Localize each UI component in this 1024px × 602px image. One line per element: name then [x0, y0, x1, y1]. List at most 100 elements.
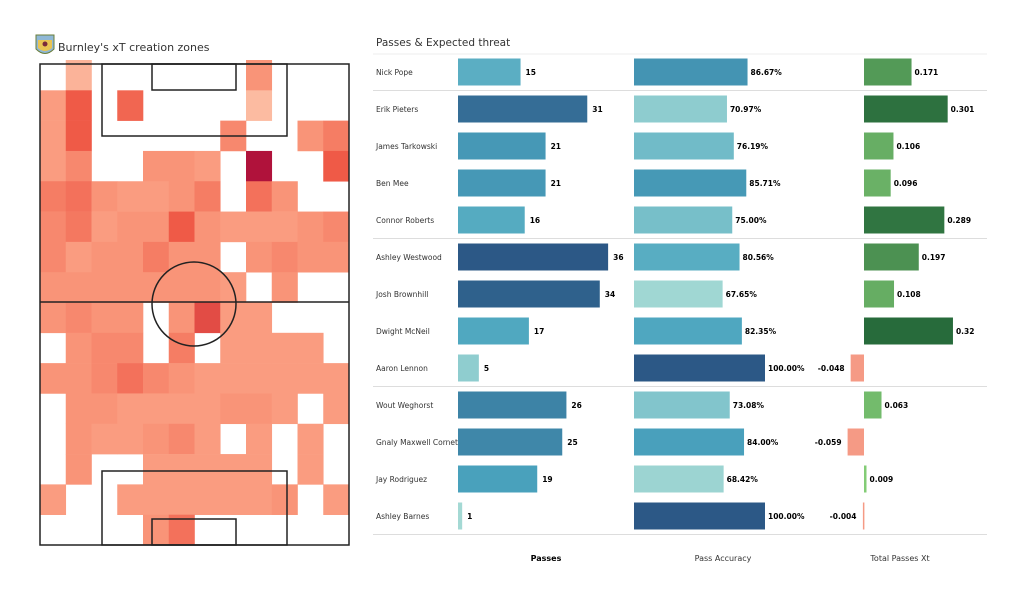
heatmap-cell — [194, 393, 221, 425]
heatmap-cell — [194, 181, 221, 212]
table-row: Ashley Barnes 1 100.00% -0.004 — [376, 502, 865, 530]
passes-value: 36 — [613, 253, 623, 262]
heatmap-cell — [143, 514, 170, 546]
table-row: Dwight McNeil 17 82.35% 0.32 — [376, 317, 975, 345]
heatmap-cell — [194, 272, 221, 303]
table-row: Wout Weghorst 26 73.08% 0.063 — [376, 391, 908, 419]
heatmap-cell — [91, 272, 118, 303]
player-name: Nick Pope — [376, 68, 413, 77]
table-row: Connor Roberts 16 75.00% 0.289 — [376, 206, 971, 234]
heatmap-cell — [91, 363, 118, 394]
passes-bar — [458, 391, 567, 419]
player-name: Dwight McNeil — [376, 327, 430, 336]
xt-bar — [864, 169, 891, 197]
heatmap-cell — [323, 150, 350, 182]
heatmap-cell — [297, 120, 324, 152]
player-name: Ashley Westwood — [376, 253, 442, 262]
table-row: Nick Pope 15 86.67% 0.171 — [376, 58, 939, 86]
heatmap-cell — [194, 241, 221, 273]
heatmap-cell — [220, 484, 247, 515]
heatmap-cell — [40, 181, 67, 212]
heatmap-cell — [65, 393, 92, 425]
heatmap-cell — [246, 484, 273, 515]
heatmap-cell — [143, 150, 170, 182]
heatmap-cell — [91, 332, 118, 364]
accuracy-bar — [634, 428, 745, 456]
accuracy-bar — [634, 391, 730, 419]
heatmap-cell — [246, 90, 273, 121]
table-title: Passes & Expected threat — [376, 37, 510, 49]
xt-value: 0.32 — [956, 327, 975, 336]
passes-bar — [458, 169, 546, 197]
heatmap-cell — [65, 120, 92, 152]
heatmap-cell — [168, 393, 195, 425]
heatmap-cell — [40, 241, 67, 273]
player-name: Josh Brownhill — [375, 290, 428, 299]
heatmap-cell — [40, 150, 67, 182]
heatmap-title: Burnley's xT creation zones — [58, 41, 210, 54]
heatmap-cell — [117, 211, 144, 243]
heatmap-cell — [194, 423, 221, 455]
heatmap-cell — [40, 90, 67, 121]
xt-bar — [864, 280, 895, 308]
passes-value: 21 — [551, 179, 561, 188]
heatmap-cell — [271, 211, 298, 243]
passes-bar — [458, 354, 479, 382]
accuracy-value: 70.97% — [730, 105, 762, 114]
player-name: Ashley Barnes — [376, 512, 429, 521]
passes-value: 16 — [530, 216, 540, 225]
accuracy-value: 100.00% — [768, 512, 805, 521]
xt-bar — [864, 132, 894, 160]
accuracy-bar — [634, 58, 748, 86]
player-name: Connor Roberts — [376, 216, 434, 225]
heatmap-cell — [117, 332, 144, 364]
player-name: Gnaly Maxwell Cornet — [376, 438, 458, 447]
heatmap-cell — [91, 211, 118, 243]
passes-value: 25 — [567, 438, 577, 447]
xt-value: 0.009 — [870, 475, 894, 484]
heatmap-cell — [246, 60, 273, 91]
heatmap-cell — [40, 120, 67, 152]
heatmap-cell — [65, 60, 92, 91]
heatmap-cell — [65, 211, 92, 243]
xt-value: 0.096 — [894, 179, 918, 188]
heatmap-cell — [246, 302, 273, 334]
table-row: Jay Rodriguez 19 68.42% 0.009 — [375, 465, 894, 493]
passes-value: 19 — [542, 475, 552, 484]
heatmap-cell — [323, 393, 350, 425]
heatmap-cell — [168, 423, 195, 455]
heatmap-cell — [143, 484, 170, 515]
heatmap-cell — [168, 272, 195, 303]
accuracy-value: 100.00% — [768, 364, 805, 373]
heatmap-cell — [117, 363, 144, 394]
accuracy-bar — [634, 465, 724, 493]
heatmap-cell — [40, 302, 67, 334]
table-row: Ashley Westwood 36 80.56% 0.197 — [376, 243, 946, 271]
heatmap-cell — [246, 393, 273, 425]
heatmap-cell — [220, 211, 247, 243]
xt-value: 0.197 — [922, 253, 946, 262]
table-row: James Tarkowski 21 76.19% 0.106 — [375, 132, 920, 160]
passes-bar — [458, 428, 563, 456]
top-six-yard-box — [151, 63, 237, 91]
passes-value: 1 — [467, 512, 472, 521]
column-header-pass-accuracy: Pass Accuracy — [695, 554, 752, 563]
heatmap-cell — [271, 393, 298, 425]
xt-value: 0.171 — [915, 68, 939, 77]
heatmap-cell — [117, 393, 144, 425]
heatmap-cell — [117, 423, 144, 455]
accuracy-bar — [634, 95, 727, 123]
heatmap-cell — [246, 150, 273, 182]
passes-value: 17 — [534, 327, 544, 336]
passes-bar — [458, 58, 521, 86]
accuracy-value: 84.00% — [747, 438, 779, 447]
passes-bar — [458, 280, 600, 308]
player-name: Jay Rodriguez — [375, 475, 427, 484]
heatmap-cell — [168, 454, 195, 485]
heatmap-cell — [65, 302, 92, 334]
passes-value: 31 — [592, 105, 602, 114]
heatmap-cell — [271, 363, 298, 394]
accuracy-bar — [634, 206, 733, 234]
heatmap-cell — [246, 181, 273, 212]
heatmap-cell — [65, 90, 92, 121]
